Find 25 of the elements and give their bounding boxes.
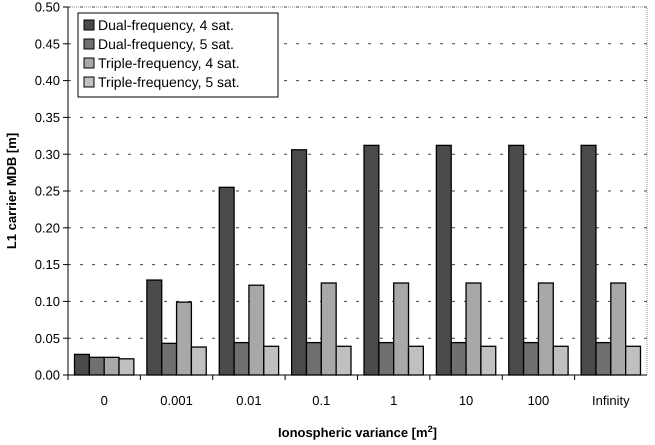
y-tick-label: 0.35 (34, 110, 60, 125)
y-axis-title: L1 carrier MDB [m] (4, 132, 19, 250)
legend-label: Triple-frequency, 4 sat. (98, 54, 240, 71)
y-tick-label: 0.30 (34, 146, 60, 162)
y-tick-label: 0.40 (34, 73, 60, 88)
legend-label: Dual-frequency, 5 sat. (98, 36, 234, 52)
y-tick-label: 0.45 (34, 36, 60, 52)
x-tick-label: Infinity (592, 393, 630, 408)
y-tick-label: 0.10 (34, 294, 60, 309)
x-tick-label: 0.1 (312, 393, 330, 408)
x-tick-label: 100 (528, 393, 550, 408)
y-tick-label: 0.05 (34, 330, 60, 346)
y-tick-label: 0.00 (34, 368, 60, 383)
x-axis-title: Ionospheric variance [m$^{2}$] (278, 424, 437, 440)
y-tick-label: 0.15 (34, 257, 60, 272)
x-tick-label: 0.001 (160, 393, 193, 408)
x-tick-label: 0 (100, 393, 108, 408)
x-tick-label: 1 (390, 393, 398, 408)
legend-label: Triple-frequency, 5 sat. (98, 74, 240, 90)
y-tick-label: 0.50 (34, 0, 60, 15)
x-tick-label: 10 (458, 393, 474, 408)
legend-label: Dual-frequency, 4 sat. (98, 16, 234, 33)
x-tick-label: 0.01 (236, 393, 262, 408)
y-tick-label: 0.25 (34, 184, 60, 199)
y-tick-label: 0.20 (34, 220, 60, 236)
